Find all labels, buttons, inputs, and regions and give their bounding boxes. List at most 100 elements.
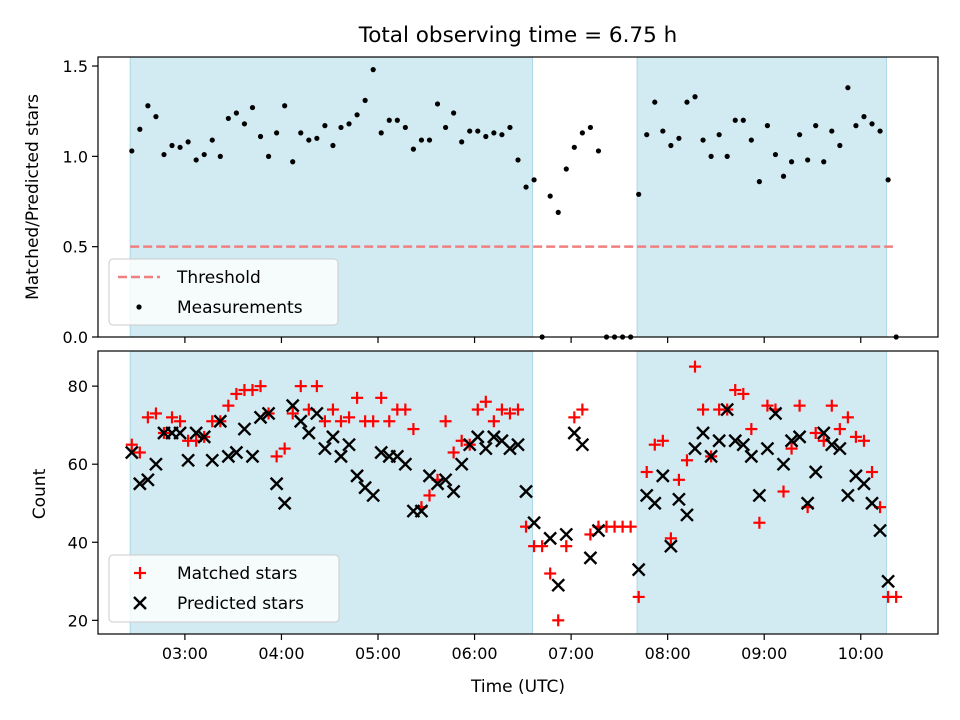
matched-star-point: [278, 442, 291, 455]
predicted-star-point: [551, 578, 566, 593]
matched-star-point: [809, 426, 822, 439]
predicted-star-point: [398, 457, 413, 472]
matched-star-point: [246, 384, 259, 397]
measurement-point: [660, 128, 666, 134]
measurement-point: [322, 123, 328, 129]
bottom-ytick-label-0: 20: [68, 611, 88, 630]
matched-star-point: [833, 423, 846, 436]
measurement-point: [724, 153, 730, 159]
measurement-point: [233, 110, 239, 116]
matched-star-point: [326, 403, 339, 416]
predicted-star-point: [688, 441, 702, 456]
matched-star-point: [343, 411, 356, 424]
xtick-label-0: 03:00: [162, 644, 208, 663]
measurement-point: [869, 121, 875, 127]
matched-star-point: [785, 442, 798, 455]
predicted-star-point: [414, 504, 429, 518]
measurement-point: [314, 135, 320, 141]
predicted-star-point: [197, 430, 212, 444]
measurement-point: [772, 151, 779, 158]
measurement-point: [153, 114, 159, 120]
predicted-star-point: [816, 426, 831, 440]
matched-star-point: [745, 423, 758, 436]
matched-star-point: [664, 532, 677, 545]
predicted-star-point: [253, 410, 268, 425]
top-ytick-label-0: 0.0: [63, 328, 88, 347]
matched-star-point: [447, 446, 460, 459]
measurement-point: [434, 101, 441, 107]
measurement-point: [217, 153, 223, 159]
measurement-point: [209, 137, 215, 143]
matched-star-point: [849, 430, 862, 443]
matched-star-point: [479, 395, 492, 408]
predicted-star-point: [857, 476, 871, 491]
predicted-star-point: [720, 402, 735, 417]
predicted-star-point: [672, 492, 686, 507]
measurement-point: [491, 130, 497, 136]
measurement-point: [563, 166, 569, 172]
predicted-star-point: [712, 433, 726, 448]
matched-star-point: [270, 450, 283, 463]
matched-star-point: [890, 590, 903, 603]
measurement-point: [145, 103, 151, 109]
measurement-point: [418, 137, 425, 143]
measurement-point: [282, 103, 288, 109]
top-plot-frame: [97, 56, 939, 338]
predicted-star-point: [269, 476, 284, 491]
matched-star-point: [399, 403, 412, 416]
measurement-point: [442, 124, 449, 131]
measurement-point: [161, 151, 167, 158]
measurement-point: [636, 191, 642, 197]
measurement-point: [193, 157, 199, 163]
predicted-star-point: [768, 406, 783, 421]
measurement-point: [740, 117, 746, 123]
measurement-point: [595, 148, 602, 154]
matched-star-point: [536, 540, 549, 553]
measurement-point: [788, 159, 795, 165]
predicted-star-point: [647, 496, 662, 511]
predicted-star-point: [841, 488, 855, 503]
measurement-point: [185, 139, 191, 145]
top-x-axis: [184, 337, 862, 343]
matched-star-point: [624, 520, 637, 533]
matched-star-point: [672, 473, 685, 486]
predicted-star-point: [342, 437, 356, 452]
predicted-star-point: [237, 422, 252, 436]
measurement-point: [257, 133, 264, 140]
top-ytick-label-3: 1.5: [63, 57, 88, 76]
predicted-star-point: [680, 508, 694, 522]
measurement-point: [378, 130, 384, 136]
predicted-star-point: [583, 551, 598, 565]
predicted-star-point: [664, 539, 678, 554]
predicted-star-point: [744, 449, 759, 464]
matched-star-point: [729, 384, 742, 397]
measurement-point: [346, 121, 352, 127]
predicted-star-point: [591, 523, 606, 538]
predicted-star-point: [374, 445, 389, 460]
legend-measurements-swatch: [136, 304, 142, 310]
predicted-star-point: [527, 515, 541, 530]
matched-star-point: [503, 407, 516, 420]
measurement-point: [853, 123, 859, 129]
measurement-point: [756, 179, 762, 185]
measurement-point: [330, 142, 336, 149]
matched-star-point: [737, 387, 750, 400]
measurement-point: [394, 117, 400, 123]
matched-star-point: [334, 415, 347, 428]
bottom-y-axis: 20 40 60 80: [68, 377, 98, 630]
predicted-star-point: [655, 469, 670, 483]
predicted-stars-series: [124, 398, 895, 593]
predicted-star-point: [245, 449, 260, 464]
legend-threshold-label: Threshold: [176, 268, 261, 288]
legend-predicted-swatch: [133, 596, 147, 610]
measurement-point: [571, 144, 577, 150]
matched-star-point: [407, 423, 420, 436]
matched-star-point: [697, 403, 710, 416]
top-y-axis: 0.0 0.5 1.0 1.5: [63, 57, 98, 347]
measurement-point: [700, 137, 706, 143]
matched-star-point: [367, 415, 380, 428]
measurement-point: [716, 132, 722, 138]
xtick-label-1: 04:00: [258, 644, 304, 663]
legend-measurements-label: Measurements: [177, 298, 303, 318]
xtick-label-7: 10:00: [838, 644, 884, 663]
